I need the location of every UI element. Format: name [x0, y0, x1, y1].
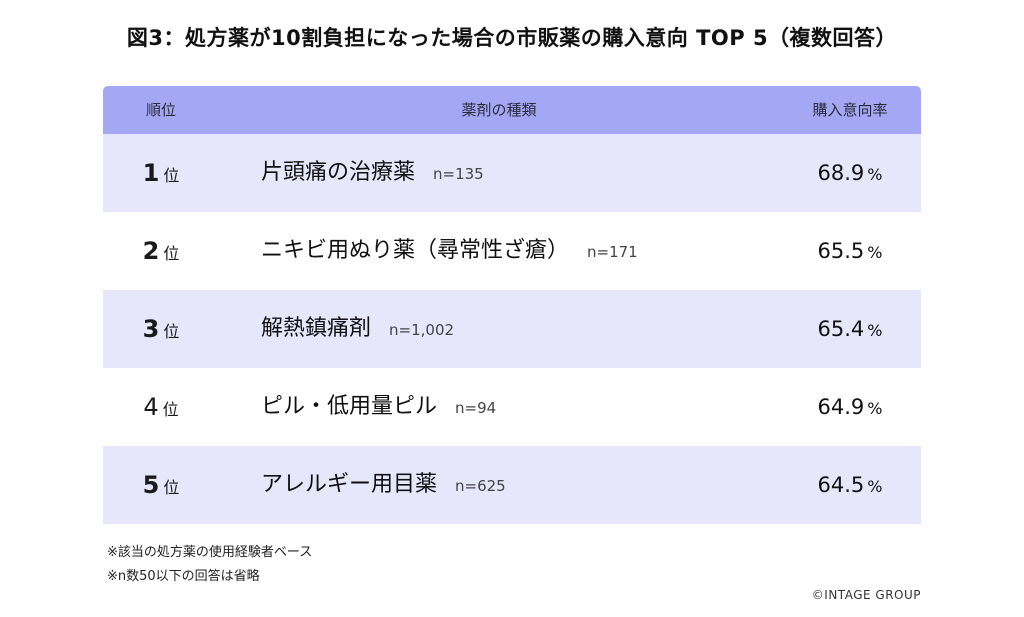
- sample-size: n=1,002: [389, 321, 455, 339]
- percent-sign: %: [867, 399, 883, 418]
- rank-unit: 位: [162, 400, 179, 419]
- rank-number: 2: [142, 237, 160, 265]
- rank-unit: 位: [163, 478, 180, 497]
- drug-type-label: 解熱鎮痛剤: [261, 316, 372, 341]
- table-row: 2 位 ニキビ用ぬり薬（尋常性ざ瘡） n=171 65.5%: [103, 212, 921, 290]
- chart-title: 図3：処方薬が10割負担になった場合の市販薬の購入意向 TOP 5（複数回答）: [126, 26, 898, 50]
- rank-number: 1: [142, 159, 160, 187]
- rate-value: 65.4: [817, 317, 865, 341]
- header-rank: 順位: [145, 101, 176, 119]
- rank-unit: 位: [163, 322, 180, 341]
- rank-number: 5: [142, 471, 160, 499]
- drug-type-cell: 片頭痛の治療薬 n=135: [261, 134, 484, 213]
- sample-size: n=94: [455, 399, 497, 417]
- header-type: 薬剤の種類: [461, 101, 537, 119]
- rate-cell: 64.9%: [779, 368, 921, 448]
- rate-value: 64.5: [817, 473, 865, 497]
- rate-cell: 65.5%: [779, 212, 921, 292]
- rank-unit: 位: [163, 244, 180, 263]
- ranking-table: 順位 薬剤の種類 購入意向率 1 位片頭痛の治療薬 n=135 68.9% 2 位ニキビ用…: [103, 86, 921, 524]
- drug-type-label: 片頭痛の治療薬: [261, 160, 416, 185]
- table-row: 4 位 ピル・低用量ピル n=94 64.9%: [103, 368, 921, 446]
- percent-sign: %: [867, 321, 883, 340]
- sample-size: n=171: [587, 243, 638, 261]
- drug-type-label: ピル・低用量ピル: [261, 394, 438, 419]
- drug-type-cell: 解熱鎮痛剤 n=1,002: [261, 290, 454, 369]
- rank-unit: 位: [163, 166, 180, 185]
- rate-value: 68.9: [817, 161, 865, 185]
- table-row: 3 位 解熱鎮痛剤 n=1,002 65.4%: [103, 290, 921, 368]
- rank-number: 4: [143, 393, 159, 421]
- drug-type-label: アレルギー用目薬: [261, 472, 438, 497]
- rank-number: 3: [142, 315, 160, 343]
- footnote-base: ※該当の処方薬の使用経験者ベース: [107, 545, 313, 560]
- drug-type-label: ニキビ用ぬり薬（尋常性ざ瘡）: [261, 238, 570, 263]
- rate-cell: 64.5%: [779, 446, 921, 526]
- percent-sign: %: [867, 243, 883, 262]
- drug-type-cell: ニキビ用ぬり薬（尋常性ざ瘡） n=171: [261, 212, 638, 291]
- table-row: 5 位 アレルギー用目薬 n=625 64.5%: [103, 446, 921, 524]
- sample-size: n=625: [455, 477, 506, 495]
- footnotes: ※該当の処方薬の使用経験者ベース ※n数50以下の回答は省略: [107, 541, 312, 589]
- drug-type-cell: ピル・低用量ピル n=94: [261, 368, 496, 447]
- sample-size: n=135: [433, 165, 484, 183]
- drug-type-cell: アレルギー用目薬 n=625: [261, 446, 506, 525]
- rate-cell: 68.9%: [779, 134, 921, 214]
- footnote-omitted: ※n数50以下の回答は省略: [107, 569, 260, 584]
- percent-sign: %: [867, 477, 883, 496]
- rate-cell: 65.4%: [779, 290, 921, 370]
- rate-value: 64.9: [817, 395, 865, 419]
- copyright: ©INTAGE GROUP: [811, 588, 921, 602]
- table-row: 1 位 片頭痛の治療薬 n=135 68.9%: [103, 134, 921, 212]
- percent-sign: %: [867, 165, 883, 184]
- table-body: 1 位片頭痛の治療薬 n=135 68.9% 2 位ニキビ用ぬり薬（尋常性ざ瘡） n=171…: [103, 134, 921, 524]
- rate-value: 65.5: [817, 239, 865, 263]
- header-rate: 購入意向率: [812, 101, 888, 119]
- table-header: 順位 薬剤の種類 購入意向率: [103, 86, 921, 134]
